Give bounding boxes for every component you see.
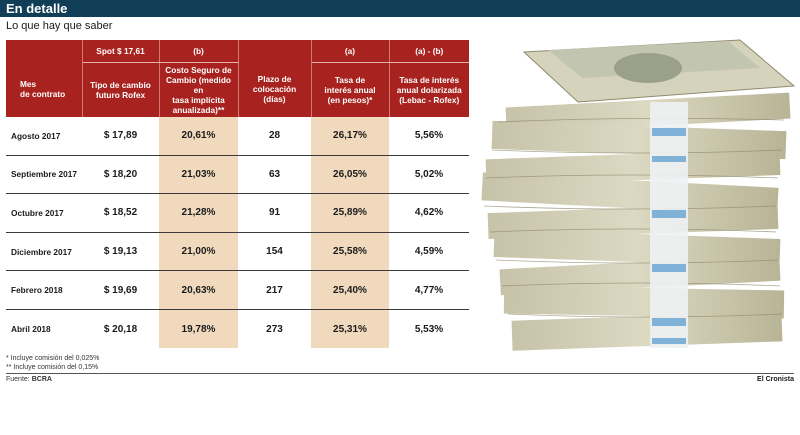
top-label-month	[6, 40, 83, 62]
top-label-days	[238, 40, 312, 62]
cell-month: Agosto 2017	[11, 130, 61, 141]
cell-usd-rate: 5,02%	[389, 154, 469, 194]
cell-usd-rate: 5,53%	[389, 308, 469, 349]
cell-month: Febrero 2018	[6, 270, 82, 310]
table-row: Febrero 2018 $ 19,69 20,63% 217 25,40% 4…	[6, 270, 469, 310]
cell-days: 28	[268, 130, 281, 142]
cell-usd-rate: 5,56%	[414, 130, 444, 142]
cell-rofex: $ 19,13	[82, 231, 159, 271]
top-label-a: (a)	[311, 40, 390, 63]
table-row: Octubre 2017 $ 18,52 21,28% 91 25,89% 4,…	[6, 193, 469, 233]
cell-rate: 25,89%	[311, 193, 389, 233]
column-header-rate: Tasa de interés anual (en pesos)*	[311, 62, 390, 117]
cell-rofex: $ 18,20	[82, 154, 159, 194]
cell-month: Diciembre 2017	[6, 231, 82, 271]
cell-cost: 19,78%	[159, 308, 238, 349]
footnote-commission-b: ** Incluye comisión del 0,15%	[6, 364, 99, 371]
column-header-usd-rate: Tasa de interés anual dolarizada (Lebac - …	[389, 62, 469, 117]
cell-days: 91	[238, 193, 311, 233]
cell-cost: 21,03%	[159, 154, 238, 194]
page-title: En detalle	[6, 1, 68, 16]
table-row: Septiembre 2017 $ 18,20 21,03% 63 26,05%…	[6, 154, 469, 194]
cell-rate: 26,05%	[311, 154, 389, 194]
futures-table: Spot $ 17,61 (b) (a) (a) - (b) Mes de con…	[6, 40, 469, 349]
top-label-b: (b)	[159, 40, 239, 63]
cell-rate: 26,17%	[311, 116, 389, 156]
column-header-month: Mes de contrato	[6, 62, 83, 117]
cell-rofex: $ 20,18	[82, 308, 159, 349]
bill-stack	[481, 39, 796, 351]
cell-rofex: $ 19,69	[82, 270, 159, 310]
column-header-days: Plazo de colocación (días)	[238, 62, 312, 117]
cell-rofex: $ 17,89	[103, 130, 138, 142]
top-label-a-minus-b: (a) - (b)	[389, 40, 469, 63]
page-subtitle: Lo que hay que saber	[6, 20, 113, 32]
cell-cost: 21,00%	[159, 231, 238, 271]
cell-days: 154	[238, 231, 311, 271]
footnote-commission-a: * Incluye comisión del 0,025%	[6, 355, 100, 362]
cell-month: Octubre 2017	[6, 193, 82, 233]
cell-cost: 20,63%	[159, 270, 238, 310]
table-row: Diciembre 2017 $ 19,13 21,00% 154 25,58%…	[6, 231, 469, 271]
money-stack-image	[481, 39, 796, 351]
publication-credit: El Cronista	[757, 376, 794, 383]
cell-rate: 25,31%	[311, 308, 389, 349]
cell-cost: 20,61%	[159, 116, 238, 156]
cell-usd-rate: 4,62%	[389, 193, 469, 233]
table-row: Abril 2018 $ 20,18 19,78% 273 25,31% 5,5…	[6, 308, 469, 349]
cell-rate: 25,40%	[311, 270, 389, 310]
table-row: Agosto 2017 $ 17,89 20,61% 28 26,17% 5,5…	[6, 116, 469, 156]
cell-rofex: $ 18,52	[82, 193, 159, 233]
cell-usd-rate: 4,77%	[389, 270, 469, 310]
source-note: Fuente: BCRA	[6, 376, 52, 383]
cell-month: Septiembre 2017	[6, 154, 82, 194]
cell-usd-rate: 4,59%	[389, 231, 469, 271]
cell-days: 273	[238, 308, 311, 349]
header-bar	[0, 0, 800, 17]
footer-divider	[6, 373, 794, 374]
currency-straps	[650, 102, 688, 348]
cell-month: Abril 2018	[6, 308, 82, 349]
cell-rate: 25,58%	[311, 231, 389, 271]
column-header-cost: Costo Seguro de Cambio (medido en tasa imp…	[159, 62, 239, 117]
top-label-spot: Spot $ 17,61	[82, 40, 160, 63]
table-top-row: Spot $ 17,61 (b) (a) (a) - (b)	[6, 40, 469, 63]
cell-days: 63	[238, 154, 311, 194]
table-header-row: Mes de contrato Tipo de cambio futuro Rofe…	[6, 62, 469, 117]
cell-cost: 21,28%	[159, 193, 238, 233]
cell-days: 217	[238, 270, 311, 310]
column-header-rofex: Tipo de cambio futuro Rofex	[82, 62, 160, 117]
